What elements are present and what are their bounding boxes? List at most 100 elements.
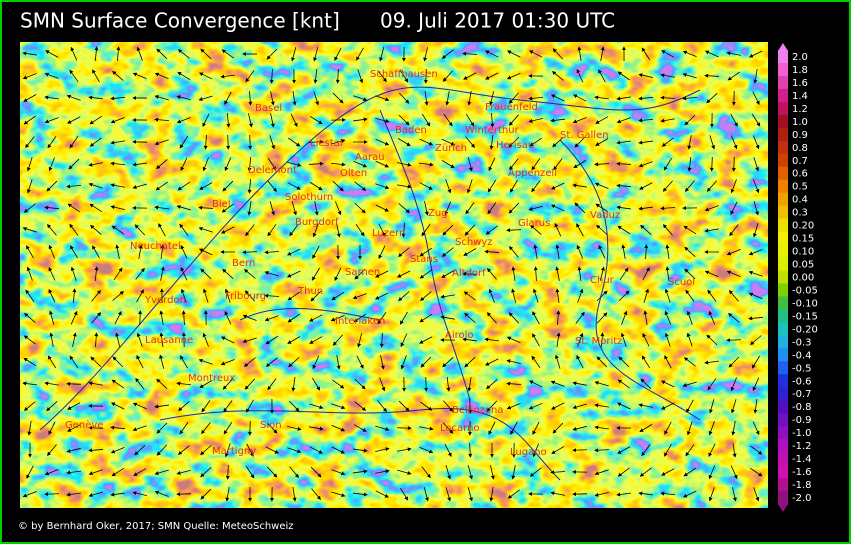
wind-arrow [572,117,587,124]
wind-arrow [706,180,717,192]
place-label: Thun [297,286,323,297]
wind-arrow [67,203,80,213]
wind-arrow [110,96,126,101]
wind-arrow [731,156,736,172]
legend-swatch [778,309,788,324]
wind-arrow [730,377,737,392]
wind-arrow [132,183,147,189]
wind-arrow [464,312,476,323]
wind-arrow [550,118,565,123]
wind-arrow [67,424,81,432]
wind-arrow [94,332,99,348]
wind-arrow [265,335,279,345]
wind-arrow [181,310,186,326]
wind-arrow [532,443,540,458]
wind-arrow [354,378,366,390]
wind-arrow [551,402,565,410]
place-label: Aarau [355,152,385,163]
wind-arrow [224,310,232,325]
wind-arrow [224,91,232,105]
wind-arrow [355,224,365,237]
wind-arrow [46,224,57,236]
wind-arrow [638,206,653,211]
wind-arrow [594,95,609,100]
wind-arrow [506,359,521,364]
wind-arrow [730,179,737,194]
wind-arrow [44,117,59,124]
wind-arrow [730,201,738,215]
wind-arrow [594,162,610,167]
wind-arrow [419,426,434,431]
wind-arrow [90,356,102,368]
wind-arrow [132,162,147,167]
place-label: Altdorf [452,268,486,279]
wind-arrow [662,180,673,192]
wind-arrow [112,290,124,301]
wind-arrow [309,314,323,322]
wind-arrow [490,112,495,128]
wind-arrow [22,381,37,386]
wind-arrow [26,465,34,479]
wind-arrow [353,424,367,432]
wind-arrow [421,466,431,479]
wind-arrow [421,113,431,127]
wind-arrow [287,336,301,344]
wind-arrow [375,138,390,146]
wind-arrow [23,115,36,125]
wind-arrow [375,425,390,432]
wind-arrow [287,291,300,301]
wind-arrow [287,447,302,454]
wind-arrow [177,49,190,59]
wind-arrow [49,332,54,347]
wind-arrow [135,267,145,280]
wind-arrow [23,335,36,345]
wind-arrow [266,48,278,60]
wind-arrow [377,400,387,413]
wind-arrow [484,50,499,58]
wind-arrow [312,267,320,281]
place-label: Schwyz [455,237,493,248]
wind-arrow [46,401,58,412]
wind-arrow [574,202,586,214]
wind-arrow [616,161,632,166]
wind-arrow [44,72,59,79]
wind-arrow [243,269,256,279]
wind-arrow [66,94,81,101]
wind-arrow [132,491,147,496]
wind-arrow [598,69,606,83]
wind-arrow [396,426,412,431]
wind-arrow [69,135,79,149]
place-label: Winterthur [465,125,520,136]
wind-arrow [644,244,649,260]
wind-arrow [331,469,346,476]
wind-arrow [752,135,760,150]
wind-arrow [264,271,279,277]
wind-arrow [555,288,560,303]
wind-arrow [267,224,277,237]
wind-arrow [639,424,653,433]
place-label: Delemont [248,165,297,176]
wind-arrow [89,137,102,147]
wind-arrow [135,377,145,390]
wind-arrow [292,91,297,106]
wind-arrow [136,46,143,61]
wind-arrow [596,356,608,368]
wind-arrow [553,158,563,171]
wind-arrow [660,118,675,123]
wind-arrow [243,357,256,367]
wind-arrow [552,422,564,434]
wind-arrow [573,94,587,102]
wind-arrow [154,72,169,80]
credit: © by Bernhard Oker, 2017; SMN Quelle: Me… [18,521,294,532]
legend-swatch [778,439,788,454]
legend-swatch [778,50,788,64]
wind-arrow [111,402,125,410]
wind-arrow [156,444,168,456]
place-label: Basel [255,103,282,114]
wind-arrow [22,51,37,56]
wind-arrow [576,68,584,83]
wind-arrow [397,184,412,189]
wind-arrow [684,180,695,192]
time: 09. Juli 2017 01:30 UTC [380,9,615,33]
wind-arrow [752,91,760,105]
